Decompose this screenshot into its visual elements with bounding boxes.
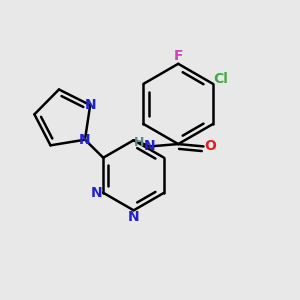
Text: N: N <box>84 98 96 112</box>
Text: O: O <box>204 140 216 153</box>
Text: Cl: Cl <box>213 72 228 86</box>
Text: N: N <box>144 140 156 153</box>
Text: F: F <box>173 50 183 63</box>
Text: H: H <box>134 136 144 149</box>
Text: N: N <box>128 210 140 224</box>
Text: N: N <box>91 186 103 200</box>
Text: N: N <box>79 133 91 147</box>
